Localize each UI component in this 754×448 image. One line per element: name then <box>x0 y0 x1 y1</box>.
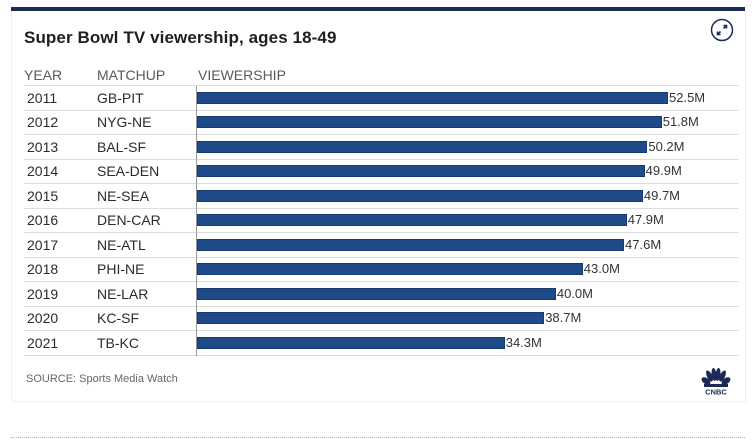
bar-2012 <box>197 116 662 128</box>
top-accent-bar <box>11 7 745 11</box>
bar-value-label: 51.8M <box>662 114 699 129</box>
bar-value-label: 38.7M <box>545 310 582 325</box>
row-year: 2016 <box>27 212 59 228</box>
bar-2021 <box>197 336 505 349</box>
table-row: 2014 SEA-DEN 49.9M <box>0 159 754 183</box>
column-header-matchup: MATCHUP <box>97 67 166 83</box>
table-row: 2021 TB-KC 34.3M <box>0 331 754 355</box>
row-matchup: TB-KC <box>97 334 139 351</box>
source-note: SOURCE: Sports Media Watch <box>26 373 178 385</box>
column-header-year: YEAR <box>24 67 63 83</box>
row-year: 2013 <box>27 138 59 155</box>
column-header-viewership: VIEWERSHIP <box>198 67 286 83</box>
row-matchup: GB-PIT <box>97 89 144 106</box>
bar-2014 <box>197 165 645 177</box>
bar-2017 <box>197 238 625 251</box>
table-row: 2012 NYG-NE 51.8M <box>0 110 754 134</box>
bar-value-label: 50.2M <box>648 138 685 154</box>
footer-divider <box>11 437 745 438</box>
row-year: 2018 <box>27 261 59 277</box>
row-year: 2017 <box>27 236 59 253</box>
bar-value-label: 47.9M <box>627 212 664 227</box>
table-row: 2015 NE-SEA 49.7M <box>0 184 754 208</box>
bar-value-label: 52.5M <box>669 89 706 105</box>
row-matchup: NE-SEA <box>97 187 150 204</box>
row-matchup: NE-LAR <box>97 285 149 302</box>
row-year: 2019 <box>27 285 59 302</box>
table-row: 2016 DEN-CAR 47.9M <box>0 208 754 232</box>
row-matchup: NYG-NE <box>97 114 152 130</box>
table-row: 2017 NE-ATL 47.6M <box>0 233 754 257</box>
table-row: 2018 PHI-NE 43.0M <box>0 257 754 281</box>
bar-2020 <box>197 312 545 324</box>
bar-value-label: 47.6M <box>625 236 662 252</box>
table-row: 2011 GB-PIT 52.5M <box>0 86 754 110</box>
cnbc-peacock-icon: CNBC <box>701 368 731 397</box>
row-year: 2014 <box>27 163 59 179</box>
table-row: 2013 BAL-SF 50.2M <box>0 135 754 159</box>
row-matchup: KC-SF <box>97 310 139 326</box>
bar-value-label: 40.0M <box>556 285 593 301</box>
row-year: 2011 <box>27 89 58 106</box>
table-row: 2020 KC-SF 38.7M <box>0 306 754 330</box>
cnbc-logo-text: CNBC <box>705 388 727 397</box>
table-row: 2019 NE-LAR 40.0M <box>0 282 754 306</box>
bar-value-label: 49.7M <box>643 187 681 203</box>
bar-2015 <box>197 189 643 202</box>
bar-2019 <box>197 287 556 300</box>
chart-title: Super Bowl TV viewership, ages 18-49 <box>24 28 337 47</box>
row-matchup: DEN-CAR <box>97 212 161 228</box>
row-matchup: SEA-DEN <box>97 163 160 179</box>
bar-value-label: 34.3M <box>505 334 542 350</box>
expand-button[interactable] <box>710 18 734 42</box>
bar-2011 <box>197 91 668 104</box>
row-matchup: BAL-SF <box>97 138 147 155</box>
bar-2013 <box>197 140 648 153</box>
bar-2018 <box>197 263 583 275</box>
row-year: 2015 <box>27 187 59 204</box>
cnbc-logo: CNBC <box>700 368 732 397</box>
expand-arrows-icon <box>710 18 734 42</box>
bar-2016 <box>197 214 627 226</box>
row-year: 2012 <box>27 114 59 130</box>
bar-axis-line <box>196 86 197 356</box>
bar-value-label: 49.9M <box>645 163 682 178</box>
row-matchup: NE-ATL <box>97 236 146 253</box>
row-year: 2021 <box>27 334 59 351</box>
bar-value-label: 43.0M <box>583 261 620 276</box>
row-matchup: PHI-NE <box>97 261 145 277</box>
row-year: 2020 <box>27 310 59 326</box>
